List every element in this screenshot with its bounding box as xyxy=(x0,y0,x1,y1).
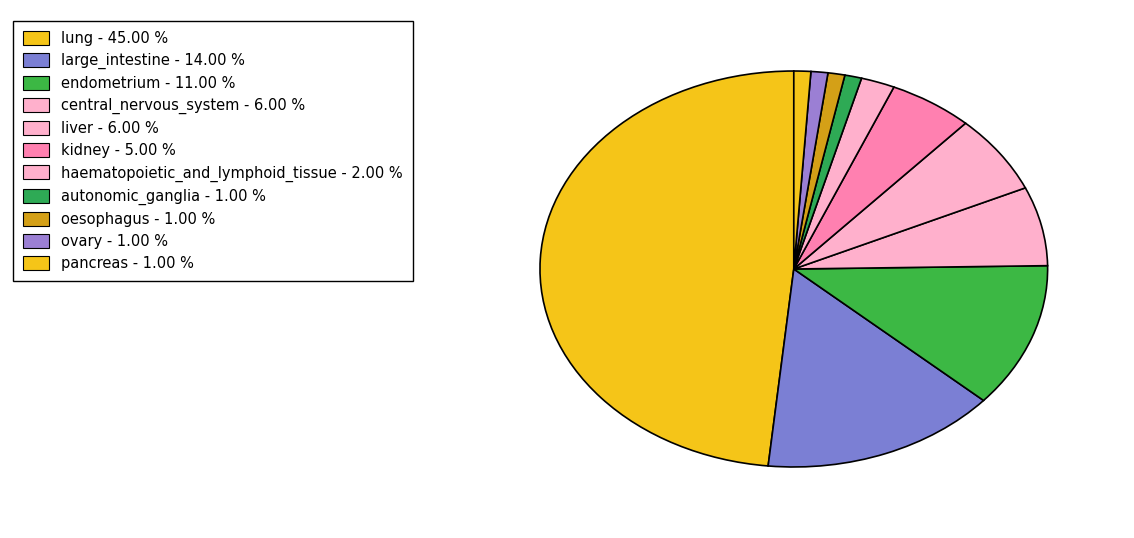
Legend: lung - 45.00 %, large_intestine - 14.00 %, endometrium - 11.00 %, central_nervou: lung - 45.00 %, large_intestine - 14.00 … xyxy=(12,21,413,281)
Wedge shape xyxy=(540,71,794,466)
Wedge shape xyxy=(794,73,845,269)
Wedge shape xyxy=(794,78,894,269)
Wedge shape xyxy=(794,188,1048,269)
Wedge shape xyxy=(794,75,862,269)
Wedge shape xyxy=(794,266,1048,400)
Wedge shape xyxy=(768,269,983,467)
Wedge shape xyxy=(794,87,965,269)
Wedge shape xyxy=(794,71,811,269)
Wedge shape xyxy=(794,123,1025,269)
Wedge shape xyxy=(794,72,828,269)
